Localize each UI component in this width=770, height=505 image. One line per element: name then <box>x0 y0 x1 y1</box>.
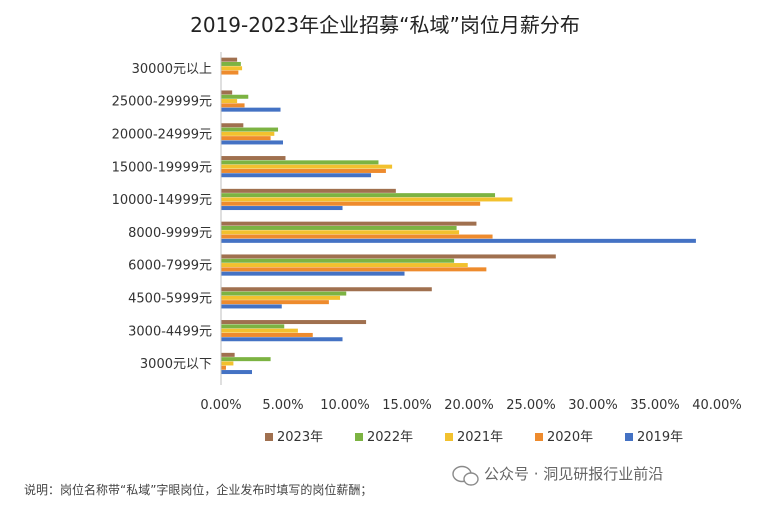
bar <box>221 291 347 296</box>
bar <box>221 254 556 259</box>
y-tick-label: 8000-9999元 <box>128 226 212 241</box>
legend-label: 2020年 <box>547 430 593 445</box>
legend-swatch <box>445 433 453 441</box>
bar <box>221 57 238 62</box>
bar <box>221 287 432 292</box>
legend-swatch <box>355 433 363 441</box>
bar <box>221 156 286 161</box>
plot-area: 30000元以上 25000-29999元 20000-24999元 15000-19… <box>112 57 742 413</box>
bar <box>221 173 372 178</box>
bar <box>221 263 468 268</box>
y-tick-label: 3000元以下 <box>140 357 212 372</box>
bar <box>221 197 513 202</box>
bar <box>221 221 477 226</box>
y-tick-label: 10000-14999元 <box>112 193 212 208</box>
bar <box>221 66 243 71</box>
bar <box>221 267 487 272</box>
x-tick-label: 0.00% <box>200 398 241 413</box>
bar <box>221 324 285 329</box>
bar <box>221 127 279 132</box>
legend-label: 2023年 <box>277 430 323 445</box>
bar <box>221 103 245 108</box>
bar <box>221 234 493 239</box>
legend-swatch <box>625 433 633 441</box>
bar <box>221 238 696 243</box>
x-tick-label: 20.00% <box>444 398 494 413</box>
bar <box>221 320 367 325</box>
y-tick-label: 25000-29999元 <box>112 95 212 110</box>
x-tick-label: 40.00% <box>692 398 742 413</box>
watermark-text: 公众号 · 洞见研报行业前沿 <box>484 465 663 483</box>
bar <box>221 168 386 173</box>
legend-swatch <box>265 433 273 441</box>
bar <box>221 258 455 263</box>
bar <box>221 230 460 235</box>
bar <box>221 206 343 211</box>
bar <box>221 225 457 230</box>
watermark: 公众号 · 洞见研报行业前沿 <box>452 465 663 486</box>
bar <box>221 140 283 145</box>
bar <box>221 352 235 357</box>
bar <box>221 193 496 198</box>
bar <box>221 304 282 309</box>
bar <box>221 136 271 141</box>
legend-label: 2021年 <box>457 430 503 445</box>
x-tick-label: 35.00% <box>630 398 680 413</box>
bar <box>221 99 238 104</box>
footnote: 说明：岗位名称带“私域”字眼岗位，企业发布时填写的岗位薪酬； <box>24 482 372 497</box>
y-tick-label: 30000元以上 <box>132 62 212 77</box>
bar <box>221 123 244 128</box>
bar <box>221 357 271 362</box>
bar <box>221 332 313 337</box>
y-tick-label: 6000-7999元 <box>128 259 212 274</box>
chart-title: 2019-2023年企业招募“私域”岗位月薪分布 <box>190 13 580 37</box>
legend-swatch <box>535 433 543 441</box>
bar <box>221 295 341 300</box>
x-tick-label: 30.00% <box>568 398 618 413</box>
legend-label: 2022年 <box>367 430 413 445</box>
bar <box>221 271 405 276</box>
legend: 2023年 2022年 2021年 2020年 2019年 <box>265 430 683 445</box>
bar <box>221 188 396 193</box>
x-tick-label: 5.00% <box>262 398 303 413</box>
bar <box>221 107 281 112</box>
bar <box>221 201 481 206</box>
y-tick-label: 20000-24999元 <box>112 128 212 143</box>
legend-label: 2019年 <box>637 430 683 445</box>
y-tick-label: 15000-19999元 <box>112 160 212 175</box>
bar <box>221 370 252 375</box>
bar <box>221 131 275 136</box>
bar <box>221 365 226 370</box>
bar <box>221 361 234 366</box>
x-tick-label: 15.00% <box>382 398 432 413</box>
bar <box>221 160 379 165</box>
y-tick-label: 3000-4499元 <box>128 324 212 339</box>
bar <box>221 337 343 342</box>
bar <box>221 300 329 305</box>
bar <box>221 61 241 66</box>
bar <box>221 90 233 95</box>
wechat-icon <box>452 465 479 486</box>
bar <box>221 70 239 75</box>
bar <box>221 328 298 333</box>
y-tick-label: 4500-5999元 <box>128 292 212 307</box>
x-tick-label: 25.00% <box>506 398 556 413</box>
bar <box>221 94 249 99</box>
x-tick-label: 10.00% <box>320 398 370 413</box>
bar <box>221 164 393 169</box>
